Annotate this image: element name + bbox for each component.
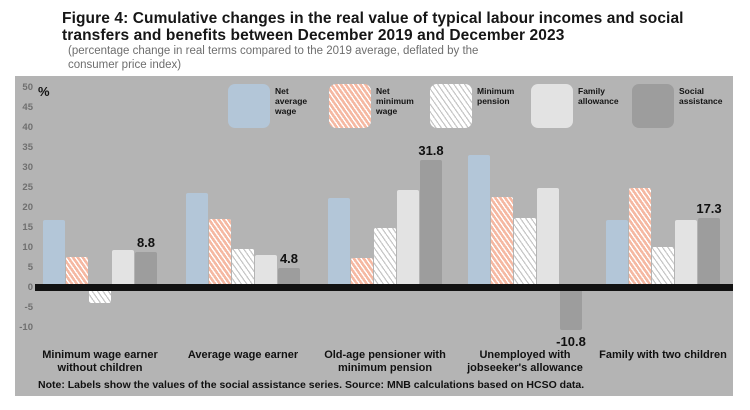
bar — [514, 217, 536, 287]
value-label: 4.8 — [279, 250, 299, 266]
bar — [66, 257, 88, 287]
value-label: 31.8 — [418, 142, 444, 158]
bar — [278, 267, 300, 287]
bar — [420, 159, 442, 287]
y-tick-label: 45 — [22, 102, 33, 113]
legend-label: Social assistance — [679, 86, 723, 107]
bar — [606, 219, 628, 287]
y-tick-label: 5 — [27, 262, 33, 273]
legend-item: Net minimum wage — [329, 84, 422, 128]
bar — [698, 217, 720, 287]
legend-label: Net average wage — [275, 86, 308, 117]
x-axis-label: Average wage earner — [187, 349, 299, 361]
bar — [560, 287, 582, 331]
y-tick-label: 40 — [22, 122, 33, 133]
legend-label: Minimum pension — [477, 86, 515, 107]
bar — [351, 257, 373, 287]
bar — [255, 255, 277, 287]
bar — [374, 227, 396, 287]
bar — [652, 247, 674, 287]
x-axis-label: Family with two children — [599, 349, 727, 361]
figure-title-line1: Figure 4: Cumulative changes in the real… — [62, 10, 684, 27]
x-axis-label: Unemployed with jobseeker's allowance — [467, 349, 583, 374]
y-tick-label: 15 — [22, 222, 33, 233]
bar — [629, 187, 651, 287]
legend-label: Net minimum wage — [376, 86, 414, 117]
footer-note: Note: Labels show the values of the soci… — [38, 379, 585, 391]
figure-title-line2: transfers and benefits between December … — [62, 27, 565, 44]
y-tick-label: 0 — [27, 282, 33, 293]
value-label: -10.8 — [556, 334, 586, 350]
y-tick-label: 30 — [22, 162, 33, 173]
bar — [112, 249, 134, 287]
legend: Net average wage Net minimum wage Minimum … — [228, 84, 725, 128]
bar — [209, 219, 231, 287]
legend-swatch — [430, 84, 472, 128]
bar — [675, 219, 697, 287]
figure-subtitle-line2: consumer price index) — [68, 59, 182, 71]
y-tick-label: 35 — [22, 142, 33, 153]
value-label: 17.3 — [696, 200, 722, 216]
y-tick-label: 10 — [22, 242, 33, 253]
x-axis-zero-line — [35, 284, 733, 291]
legend-item: Social assistance — [632, 84, 725, 128]
legend-swatch — [531, 84, 573, 128]
y-tick-label: 50 — [22, 82, 33, 93]
bar — [397, 189, 419, 287]
bar — [468, 155, 490, 287]
x-axis-label: Old-age pensioner with minimum pension — [324, 349, 446, 374]
legend-swatch — [228, 84, 270, 128]
value-label: 8.8 — [136, 234, 156, 250]
bar — [537, 187, 559, 287]
bar — [186, 193, 208, 287]
y-tick-label: 25 — [22, 182, 33, 193]
bar — [328, 197, 350, 287]
legend-swatch — [632, 84, 674, 128]
y-tick-label: -5 — [24, 302, 33, 313]
bar — [491, 197, 513, 287]
legend-label: Family allowance — [578, 86, 619, 107]
x-axis-label: Minimum wage earner without children — [42, 349, 158, 374]
legend-swatch — [329, 84, 371, 128]
bar — [135, 251, 157, 287]
bar — [89, 287, 111, 303]
bar — [43, 219, 65, 287]
y-axis-unit-label: % — [38, 84, 50, 99]
figure-subtitle-line1: (percentage change in real terms compare… — [68, 45, 479, 57]
legend-item: Minimum pension — [430, 84, 523, 128]
y-tick-label: 20 — [22, 202, 33, 213]
y-tick-label: -10 — [19, 322, 33, 333]
legend-item: Family allowance — [531, 84, 624, 128]
bar — [232, 249, 254, 287]
legend-item: Net average wage — [228, 84, 321, 128]
